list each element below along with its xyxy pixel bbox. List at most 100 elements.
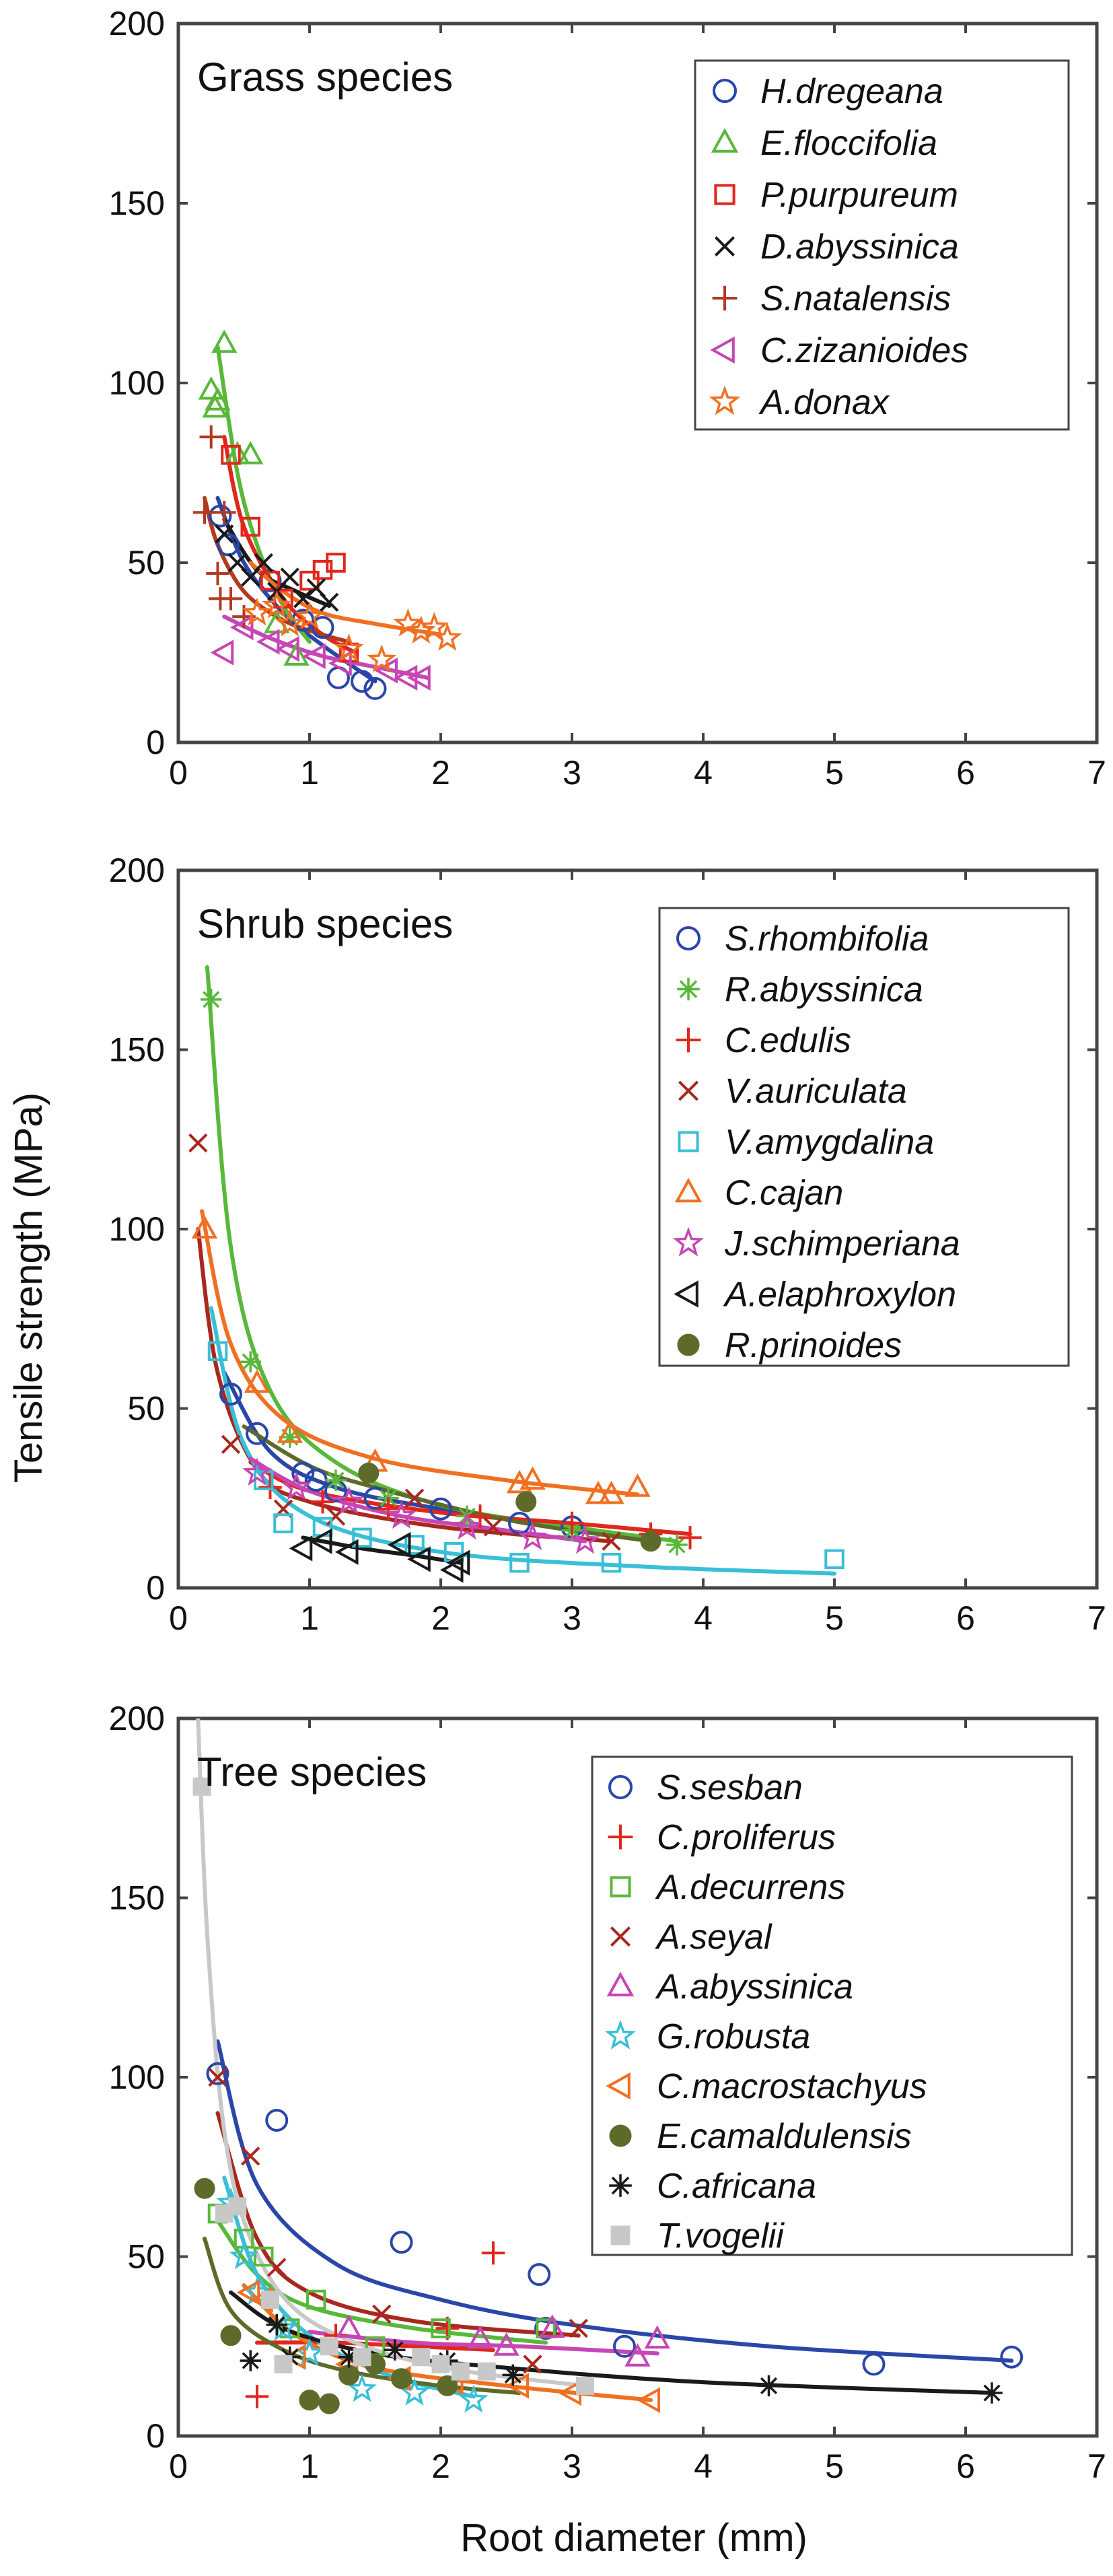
series-a-seyal: [208, 2067, 588, 2374]
x-tick-label: 2: [431, 754, 450, 792]
legend-label: E.floccifolia: [760, 124, 937, 163]
x-tick-label: 1: [300, 1599, 319, 1637]
data-point: [570, 1525, 600, 1554]
legend-marker-s-sesban: [608, 1775, 633, 1799]
legend-entry: H.dregeana: [713, 72, 943, 111]
data-point: [220, 2325, 242, 2346]
data-point: [306, 2289, 326, 2310]
data-point: [240, 2350, 261, 2371]
legend-label: A.donax: [758, 383, 890, 422]
y-tick-label: 200: [109, 5, 165, 42]
legend-marker-s-rhombifolia: [676, 926, 701, 950]
data-point: [437, 2375, 458, 2396]
x-tick-label: 4: [694, 1599, 713, 1637]
legend-entry: P.purpureum: [714, 176, 958, 215]
data-point: [334, 633, 364, 662]
data-point: [206, 2062, 229, 2085]
data-point: [519, 1466, 546, 1490]
tree-species-panel: 0 1 2 3 4 5 6 7 0 50 100 150 200 Tree species S.sesban…: [109, 1700, 1106, 2485]
data-point: [358, 1462, 380, 1484]
data-point: [246, 1422, 268, 1445]
legend-entry: S.sesban: [608, 1768, 803, 1807]
data-point: [219, 587, 243, 611]
x-tick-label: 0: [169, 2447, 188, 2485]
y-tick-label: 100: [109, 1210, 165, 1248]
legend-box: [694, 59, 1070, 431]
data-point: [221, 445, 241, 465]
fit-curve-c-zizanioides: [222, 615, 430, 680]
series-a-elaphroxylon: [289, 1528, 470, 1583]
data-point: [515, 1491, 537, 1512]
data-point: [601, 1552, 622, 1573]
legend-marker-e-camaldulensis: [609, 2124, 632, 2147]
data-point: [394, 664, 418, 691]
y-tick-label: 150: [109, 1879, 165, 1917]
data-point: [624, 1473, 651, 1497]
x-tick-label: 7: [1087, 1599, 1106, 1637]
data-point: [289, 1535, 313, 1562]
legend-label: R.abyssinica: [725, 971, 923, 1010]
legend-label: D.abyssinica: [760, 228, 959, 267]
data-point: [266, 2314, 287, 2336]
legend-marker-c-proliferus: [608, 1824, 633, 1850]
series-e-floccifolia: [198, 329, 310, 666]
data-point: [280, 567, 299, 587]
data-points: [188, 989, 845, 1583]
data-point: [240, 1351, 261, 1372]
data-point: [188, 1133, 208, 1153]
data-point: [308, 1528, 332, 1554]
legend-label: S.natalensis: [760, 279, 951, 318]
fit-curve-a-elaphroxylon: [301, 1535, 463, 1565]
data-point: [320, 2337, 338, 2356]
series-a-donax: [242, 590, 462, 672]
data-point: [338, 2346, 360, 2368]
data-points: [192, 329, 462, 700]
legend-entry: A.elaphroxylon: [674, 1276, 956, 1315]
data-point: [758, 2375, 780, 2397]
data-point: [221, 1434, 241, 1454]
data-point: [244, 1369, 271, 1393]
data-point: [347, 2373, 377, 2402]
legend-entry: V.auriculata: [678, 1072, 907, 1111]
x-tick-label: 6: [956, 2447, 975, 2485]
series-c-edulis: [258, 1475, 702, 1550]
data-point: [452, 1511, 482, 1540]
data-point: [446, 1550, 470, 1576]
data-point: [219, 1383, 242, 1406]
legend-entry: S.rhombifolia: [676, 919, 929, 959]
data-point: [241, 2147, 260, 2166]
legend-entry: A.abyssinica: [606, 1968, 853, 2007]
legend-label: C.macrostachyus: [657, 2067, 927, 2106]
data-point: [229, 614, 254, 641]
data-point: [451, 2362, 470, 2381]
data-point: [215, 524, 234, 544]
y-tick-label: 0: [146, 1569, 165, 1607]
legend-label: A.elaphroxylon: [723, 1276, 956, 1315]
data-point: [320, 592, 339, 612]
data-point: [637, 2387, 660, 2413]
data-point: [242, 1457, 272, 1486]
data-point: [560, 1511, 584, 1535]
x-tick-label: 1: [300, 2447, 319, 2485]
panel-title: Grass species: [197, 55, 453, 100]
data-point: [205, 387, 231, 411]
data-point: [376, 1497, 400, 1521]
series-c-africana: [240, 2314, 1003, 2404]
data-point: [523, 2355, 542, 2374]
data-point: [390, 2231, 413, 2254]
data-point: [678, 1526, 702, 1550]
series-r-prinoides: [358, 1462, 661, 1552]
y-tick-label: 0: [146, 724, 165, 761]
legend-marker-c-edulis: [676, 1027, 701, 1053]
data-point: [281, 1471, 312, 1500]
data-point: [384, 2339, 406, 2361]
x-tick-label: 3: [563, 2447, 581, 2485]
series-t-vogelii: [192, 1777, 594, 2395]
legend-entry: R.prinoides: [677, 1326, 902, 1365]
data-point: [198, 376, 224, 400]
legend-entry: G.robusta: [604, 2017, 810, 2056]
data-point: [256, 629, 280, 655]
legend-label: P.purpureum: [760, 176, 958, 215]
legend-label: V.amygdalina: [725, 1123, 934, 1162]
data-point: [824, 1549, 845, 1570]
